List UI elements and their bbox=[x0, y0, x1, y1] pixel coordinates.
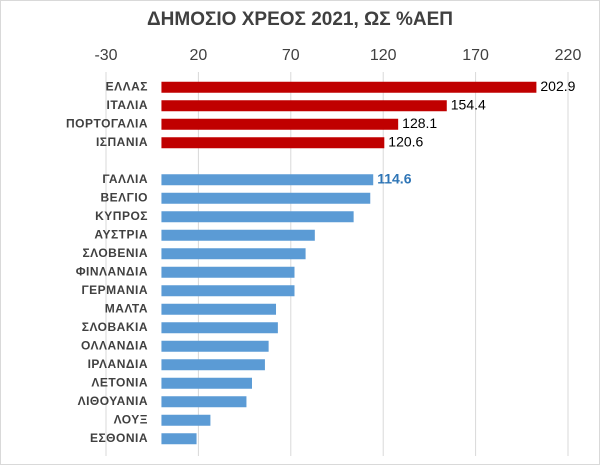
bar bbox=[161, 303, 277, 315]
bar bbox=[161, 377, 252, 389]
y-tick-label: ΙΤΑΛΙΑ bbox=[107, 98, 148, 112]
y-tick-label: ΛΟΥΞ bbox=[114, 412, 148, 426]
bar bbox=[161, 118, 399, 130]
x-tick-label: 70 bbox=[282, 47, 300, 64]
bar bbox=[161, 100, 447, 112]
x-tick-label: 120 bbox=[370, 47, 397, 64]
data-label: 202.9 bbox=[540, 78, 575, 94]
bar bbox=[161, 285, 295, 297]
y-tick-label: ΙΡΛΑΝΔΙΑ bbox=[88, 357, 148, 371]
x-tick-label: 170 bbox=[462, 47, 489, 64]
bar bbox=[161, 174, 374, 186]
x-tick-label: -30 bbox=[94, 47, 117, 64]
y-tick-label: ΟΛΛΑΝΔΙΑ bbox=[81, 338, 148, 352]
x-tick-label: 220 bbox=[555, 47, 582, 64]
bar bbox=[161, 414, 211, 426]
data-label: 128.1 bbox=[402, 115, 437, 131]
data-label: 120.6 bbox=[388, 133, 423, 149]
y-tick-label: ΙΣΠΑΝΙΑ bbox=[96, 135, 148, 149]
data-label: 114.6 bbox=[377, 170, 411, 186]
bar bbox=[161, 81, 537, 93]
bar bbox=[161, 433, 197, 445]
bar bbox=[161, 266, 295, 278]
y-tick-label: ΦΙΝΛΑΝΔΙΑ bbox=[76, 264, 148, 278]
bar bbox=[161, 137, 385, 149]
bar bbox=[161, 340, 269, 352]
y-tick-label: ΠΟΡΤΟΓΑΛΙΑ bbox=[66, 116, 148, 130]
bar bbox=[161, 211, 354, 223]
bar bbox=[161, 192, 371, 204]
y-tick-label: ΑΥΣΤΡΙΑ bbox=[94, 227, 148, 241]
data-label: 154.4 bbox=[451, 96, 486, 112]
chart-title: ΔΗΜΟΣΙΟ ΧΡΕΟΣ 2021, ΩΣ %ΑΕΠ bbox=[147, 9, 453, 30]
y-tick-label: ΚΥΠΡΟΣ bbox=[95, 209, 148, 223]
y-tick-label: ΓΑΛΛΙΑ bbox=[102, 172, 148, 186]
y-tick-label: ΛΕΤΟΝΙΑ bbox=[91, 375, 148, 389]
y-tick-label: ΕΛΛΑΣ bbox=[106, 79, 148, 93]
y-tick-label: ΣΛΟΒΕΝΙΑ bbox=[82, 246, 148, 260]
y-tick-label: ΒΕΛΓΙΟ bbox=[100, 190, 148, 204]
y-tick-label: ΕΣΘΟΝΙΑ bbox=[90, 431, 148, 445]
bar bbox=[161, 248, 306, 260]
y-tick-label: ΛΙΘΟΥΑΝΙΑ bbox=[78, 394, 148, 408]
y-tick-label: ΜΑΛΤΑ bbox=[105, 301, 148, 315]
bar bbox=[161, 359, 265, 371]
y-tick-label: ΓΕΡΜΑΝΙΑ bbox=[81, 283, 148, 297]
bar bbox=[161, 229, 315, 241]
bar bbox=[161, 396, 247, 408]
x-tick-label: 20 bbox=[190, 47, 208, 64]
y-tick-label: ΣΛΟΒΑΚΙΑ bbox=[82, 320, 148, 334]
bar bbox=[161, 322, 278, 334]
